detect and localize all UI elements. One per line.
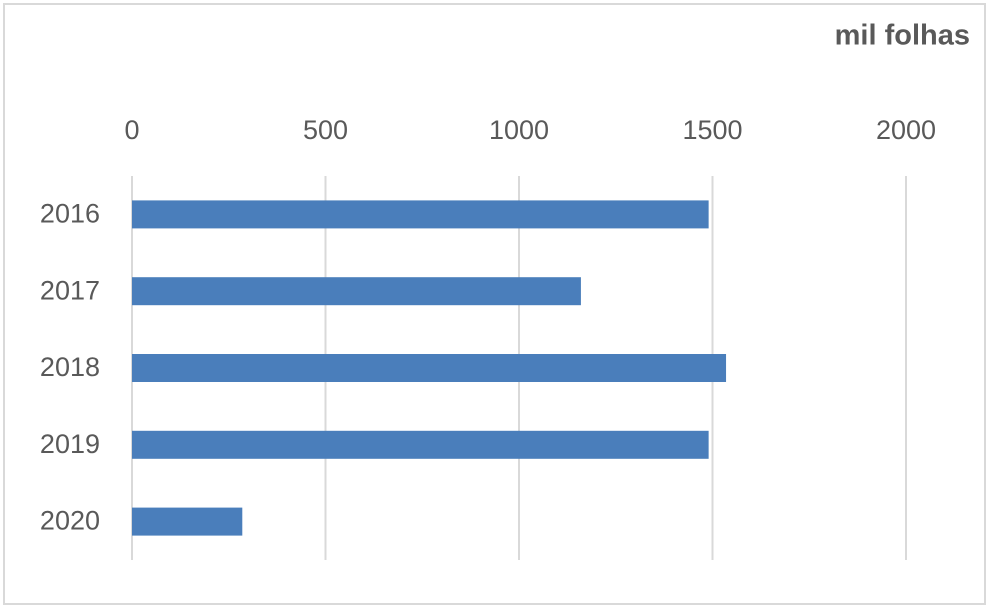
y-tick-label: 2018 bbox=[40, 352, 100, 382]
chart-title: mil folhas bbox=[835, 20, 970, 52]
bar bbox=[132, 430, 709, 459]
bar bbox=[132, 200, 709, 229]
y-tick-label: 2016 bbox=[40, 199, 100, 229]
x-tick-label: 500 bbox=[303, 115, 348, 145]
y-tick-label: 2019 bbox=[40, 429, 100, 459]
y-tick-label: 2020 bbox=[40, 506, 100, 536]
bar bbox=[132, 507, 243, 536]
x-tick-label: 0 bbox=[124, 115, 139, 145]
bar bbox=[132, 277, 581, 306]
y-tick-label: 2017 bbox=[40, 275, 100, 305]
x-tick-label: 1500 bbox=[682, 115, 742, 145]
bar bbox=[132, 354, 727, 382]
x-tick-label: 2000 bbox=[876, 115, 936, 145]
x-tick-label: 1000 bbox=[489, 115, 549, 145]
